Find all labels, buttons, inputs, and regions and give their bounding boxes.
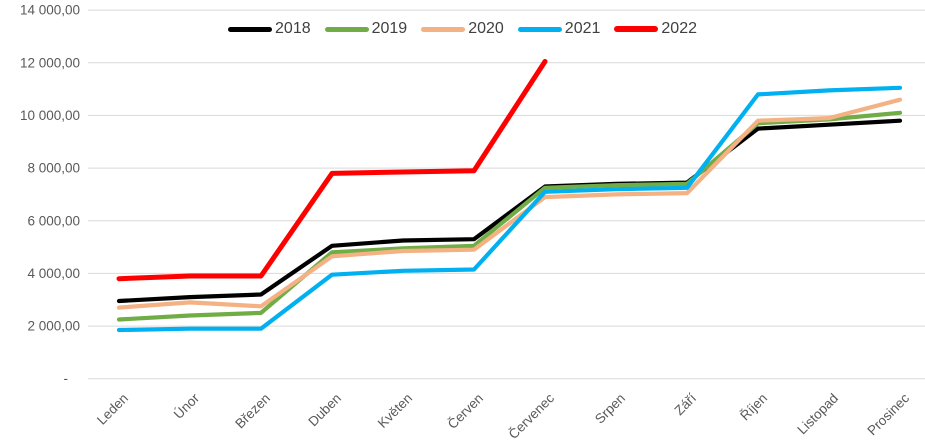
y-axis-tick-label: 8 000,00: [27, 161, 80, 176]
x-axis-label-prosinec: Prosinec: [864, 390, 912, 438]
series-line-2022[interactable]: [116, 59, 548, 282]
legend-item-2019[interactable]: 2019: [324, 20, 408, 37]
legend-swatch-2020: [421, 26, 466, 32]
x-axis-label-listopad: Listopad: [794, 391, 841, 438]
y-axis-tick-label: 10 000,00: [20, 108, 80, 123]
legend-label: 2020: [468, 20, 504, 37]
y-axis-tick-label: 12 000,00: [20, 55, 80, 70]
x-axis-label-červenec: Červenec: [506, 390, 558, 442]
legend-swatch-2021: [517, 26, 562, 32]
series-line-2018[interactable]: [116, 118, 903, 304]
legend-swatch-2019: [324, 26, 369, 32]
legend-label: 2022: [661, 20, 697, 37]
series-line-2020[interactable]: [116, 97, 903, 310]
x-axis-label-říjen: Říjen: [737, 391, 770, 424]
y-axis-tick-label: -: [64, 371, 69, 386]
y-axis-tick-label: 4 000,00: [27, 266, 80, 281]
x-axis-label-leden: Leden: [94, 391, 131, 428]
series-line-2021[interactable]: [116, 85, 903, 333]
y-axis-tick-label: 2 000,00: [27, 319, 80, 334]
y-axis-tick-label: 14 000,00: [20, 3, 80, 18]
legend-label: 2019: [371, 20, 408, 37]
x-axis-label-únor: Únor: [171, 390, 203, 422]
legend-label: 2018: [275, 20, 311, 37]
legend-swatch-2022: [614, 26, 659, 32]
legend: 2018 2019 2020 2021 2022: [0, 21, 925, 37]
legend-item-2020[interactable]: 2020: [421, 21, 504, 37]
legend-swatch-2018: [228, 26, 273, 32]
x-axis-label-srpen: Srpen: [592, 391, 628, 427]
x-axis-label-duben: Duben: [305, 391, 344, 430]
legend-label: 2021: [564, 20, 601, 37]
legend-item-2018[interactable]: 2018: [228, 21, 311, 37]
x-axis-label-květen: Květen: [375, 391, 415, 431]
y-axis-tick-label: 6 000,00: [27, 213, 80, 228]
series-line-2019[interactable]: [116, 110, 903, 322]
x-axis-label-březen: Březen: [232, 391, 273, 432]
legend-item-2021[interactable]: 2021: [517, 20, 601, 37]
legend-item-2022[interactable]: 2022: [614, 21, 697, 37]
x-axis-label-září: Září: [672, 390, 700, 418]
x-axis-label-červen: Červen: [445, 391, 486, 432]
